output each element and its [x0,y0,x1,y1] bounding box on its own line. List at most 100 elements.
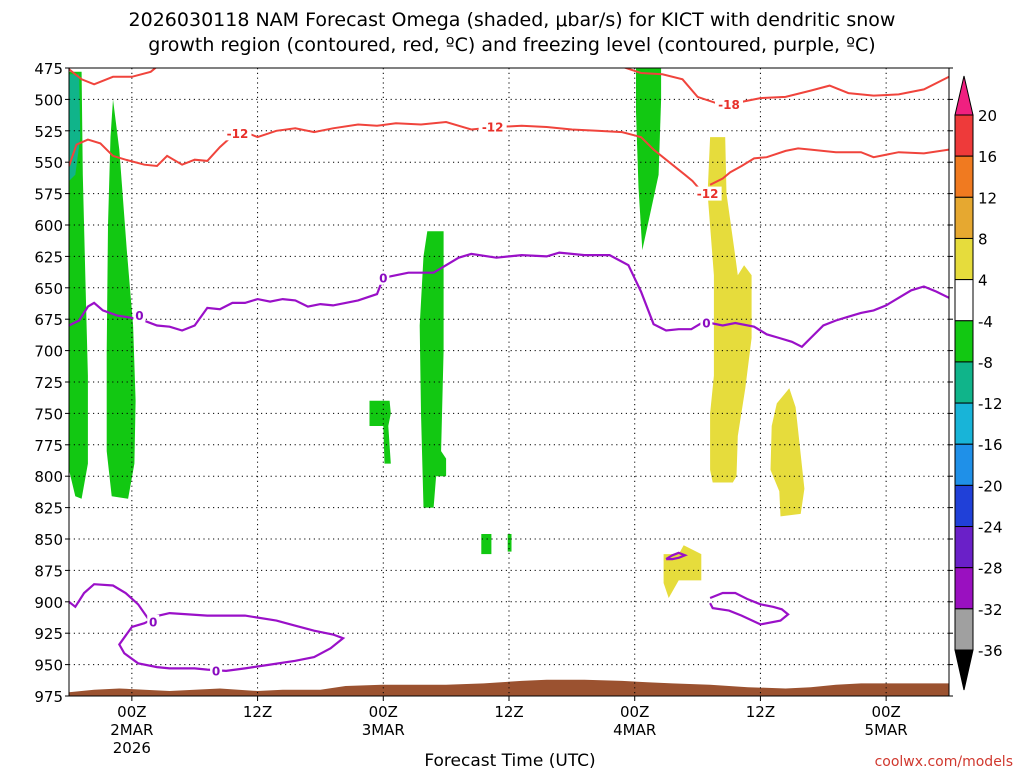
x-tick-label: 00Z [871,703,900,721]
red-contour-label: -12 [482,121,504,135]
purple-contour-2 [665,551,688,561]
colorbar-bin [954,443,974,486]
y-tick-label: 800 [34,468,63,486]
colorbar-label: 8 [978,230,988,248]
x-axis-label: Forecast Time (UTC) [424,751,595,768]
y-tick-label: 525 [34,123,63,141]
red-contour-3 [709,147,949,186]
y-tick-label: 475 [34,60,63,78]
y-tick-label: 575 [34,186,63,204]
omega-region-0 [69,71,88,499]
y-tick-label: 925 [34,625,63,643]
purple-contour-label-bg [700,315,713,330]
purple-contour-label: 0 [379,271,387,285]
purple-contour-3 [709,591,790,626]
purple-contour-label: 0 [135,309,143,323]
omega-region-2 [106,99,136,499]
colorbar-bin [954,320,974,363]
omega-region-7 [636,68,662,251]
colorbar-top-arrow [954,75,974,116]
colorbar-bin [954,608,974,651]
purple-contour-label: 0 [702,316,710,330]
colorbar-label: 20 [978,107,997,125]
red-contour-label: -12 [227,127,249,141]
contour-label-layer: -12 -12 -18 -12 0 0 0 0 0 [133,97,743,678]
x-tick-label: 00Z [620,703,649,721]
red-contour-label-bg [478,120,507,135]
purple-contour-label-bg [133,308,146,323]
colorbar-bin [954,155,974,198]
red-contour-1 [622,68,949,106]
purple-contour-label-bg [210,663,223,678]
colorbar-label: 12 [978,189,997,207]
chart-title-line-1: 2026030118 NAM Forecast Omega (shaded, μ… [128,9,896,31]
x-tick-date: 3MAR [362,721,405,739]
grid-layer [69,68,949,696]
purple-contour-0 [69,251,949,349]
colorbar-bin [954,114,974,157]
omega-region-9 [770,388,805,517]
x-tick-date: 5MAR [865,721,908,739]
y-tick-label: 700 [34,343,63,361]
colorbar: 20 16 12 8 4 -4 -8 -12 -16 -20 -24 -28 -32 -36 [954,75,1003,691]
omega-region-8 [707,137,752,483]
colorbar-label: -8 [978,354,993,372]
chart-title-line-2: growth region (contoured, red, ºC) and f… [148,34,876,56]
red-contour-label-bg [693,186,722,201]
y-tick-label: 825 [34,500,63,518]
colorbar-bin [954,484,974,528]
x-tick-label: 12Z [243,703,272,721]
red-contour-2 [69,120,703,192]
y-tick-label: 900 [34,594,63,612]
red-contour-label-bg [223,126,252,141]
x-tick-date: 2MAR [110,721,153,739]
y-tick-label: 675 [34,311,63,329]
axes-layer: 475 500 525 550 575 600 625 650 675 700 725 750 775 8… [34,60,953,757]
red-contour-0 [69,68,157,86]
y-tick-label: 725 [34,374,63,392]
colorbar-label: -32 [978,601,1003,619]
y-tick-label: 950 [34,657,63,675]
omega-region-3 [369,400,391,464]
y-tick-label: 775 [34,437,63,455]
colorbar-label: -12 [978,395,1003,413]
y-tick-label: 550 [34,154,63,172]
red-contour-label: -18 [718,98,740,112]
colorbar-label: -28 [978,560,1003,578]
colorbar-bin [954,361,974,404]
y-tick-label: 975 [34,688,63,706]
x-tick-year: 2026 [113,739,151,757]
x-tick-label: 00Z [117,703,146,721]
y-tick-label: 625 [34,248,63,266]
omega-region-5 [481,534,492,555]
purple-contour-1 [69,583,346,673]
colorbar-label: -36 [978,642,1003,660]
colorbar-bin [954,237,974,281]
y-tick-label: 850 [34,531,63,549]
omega-region-6 [507,534,512,552]
colorbar-bin [954,567,974,610]
colorbar-bin [954,526,974,569]
contour-layer [69,68,949,673]
colorbar-bottom-arrow [954,649,974,691]
x-tick-label: 12Z [746,703,775,721]
red-contour-label: -12 [697,187,719,201]
omega-region-4 [419,231,447,508]
colorbar-bin [954,279,974,322]
colorbar-bin [954,196,974,239]
y-tick-label: 875 [34,562,63,580]
red-contour-label-bg [715,97,743,112]
y-tick-label: 650 [34,280,63,298]
colorbar-label: 4 [978,272,988,290]
y-tick-label: 750 [34,405,63,423]
x-tick-label: 12Z [494,703,523,721]
colorbar-label: -24 [978,519,1003,537]
colorbar-label: 16 [978,148,997,166]
x-tick-label: 00Z [369,703,398,721]
purple-contour-label-bg [147,614,160,629]
omega-shading-layer [69,68,805,598]
colorbar-label: -20 [978,477,1003,495]
colorbar-label: -4 [978,313,993,331]
purple-contour-label-bg [377,270,390,285]
